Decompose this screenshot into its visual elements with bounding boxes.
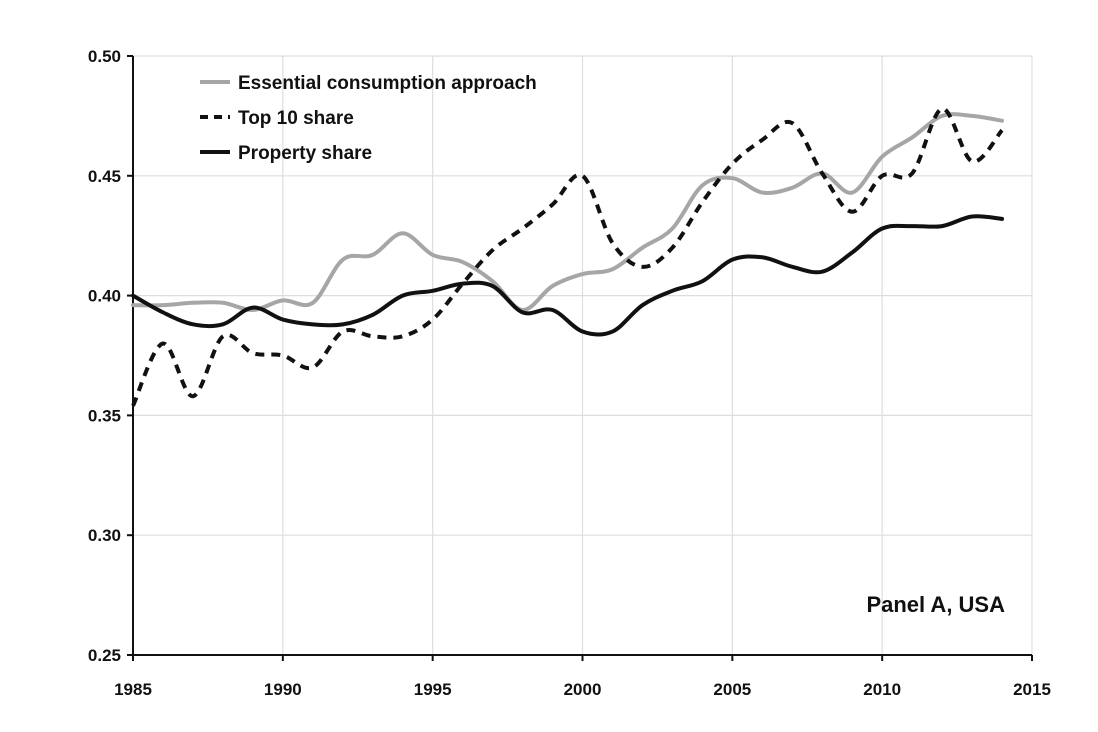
x-tick-label: 2005 [713,680,751,699]
y-tick-label: 0.40 [88,287,121,306]
series-essential-consumption [131,112,1005,312]
legend-label: Essential consumption approach [238,73,537,94]
axes: 0.25 0.30 0.35 0.40 0.45 0.50 1985 1990 1995 2000… [88,47,1051,699]
x-tick-label: 2015 [1013,680,1051,699]
panel-annotation: Panel A, USA [866,592,1005,617]
legend-label: Property share [238,143,372,164]
legend-label: Top 10 share [238,108,354,129]
y-tick-label: 0.35 [88,406,121,425]
y-tick-label: 0.50 [88,47,121,66]
x-tick-label: 1985 [114,680,152,699]
series-top10-share [131,106,1004,407]
series-property-share [131,214,1005,337]
legend-item-property-share: Property share [200,143,372,164]
legend-item-essential-consumption: Essential consumption approach [200,73,537,94]
series-group [131,106,1005,407]
x-tick-label: 1990 [264,680,302,699]
x-tick-label: 2000 [564,680,602,699]
x-tick-label: 2010 [863,680,901,699]
legend-item-top10-share: Top 10 share [200,108,354,129]
y-tick-label: 0.25 [88,646,121,665]
y-tick-label: 0.30 [88,526,121,545]
y-tick-label: 0.45 [88,167,121,186]
legend: Essential consumption approach Top 10 sha… [200,73,537,164]
x-tick-label: 1995 [414,680,452,699]
